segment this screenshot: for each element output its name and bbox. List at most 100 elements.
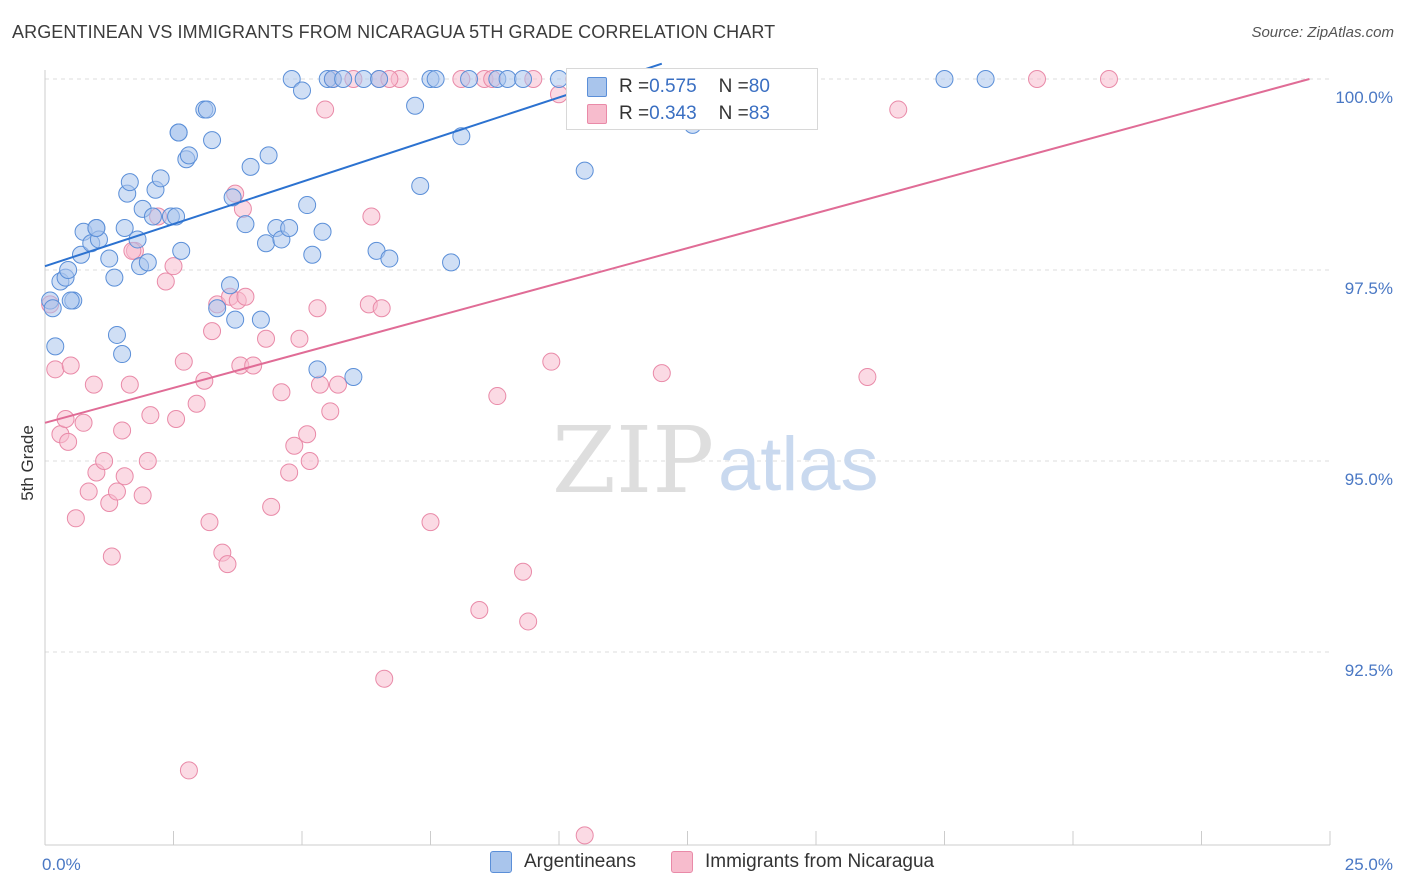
data-point [87, 218, 106, 237]
data-point [370, 70, 389, 88]
data-point [105, 268, 124, 287]
y-tick-label: 97.5% [1345, 279, 1393, 298]
data-point [488, 387, 507, 406]
data-point [460, 70, 479, 88]
data-point [218, 555, 237, 574]
series-legend: Argentineans Immigrants from Nicaragua [0, 851, 1406, 877]
data-point [1028, 70, 1047, 88]
data-point [95, 452, 114, 470]
trend-line [44, 62, 663, 268]
watermark-zip: ZIP [552, 407, 714, 514]
data-point [411, 176, 430, 195]
trend-lines [44, 62, 1310, 424]
data-point [100, 249, 119, 268]
data-point [889, 100, 908, 119]
legend-r-label: R = [619, 76, 650, 97]
data-point [203, 322, 222, 341]
data-point [208, 299, 227, 318]
data-point [426, 70, 445, 88]
data-point [380, 249, 399, 268]
data-point [344, 367, 363, 386]
data-point [519, 612, 538, 631]
legend-item-nicaragua[interactable]: Immigrants from Nicaragua [671, 851, 934, 873]
data-point [550, 70, 568, 88]
data-point [167, 409, 186, 428]
data-point [179, 146, 198, 165]
y-tick-label: 92.5% [1345, 661, 1393, 680]
tick-labels: 100.0% 97.5% 95.0% 92.5% 0.0% 25.0% [42, 88, 1393, 874]
data-point [858, 367, 877, 386]
trend-line [44, 78, 1310, 424]
data-point [141, 406, 160, 425]
axes [44, 70, 1331, 846]
data-point [321, 402, 340, 421]
data-point [164, 257, 183, 276]
legend-r-value: 0.343 [649, 103, 697, 124]
data-point [328, 375, 347, 394]
data-point [262, 497, 281, 516]
legend-n-label: N = [718, 76, 749, 97]
data-point [421, 513, 440, 532]
data-point [652, 364, 671, 383]
data-point [66, 509, 85, 528]
data-point [514, 70, 533, 88]
data-point [113, 421, 132, 440]
data-point [46, 360, 65, 379]
data-point [143, 207, 162, 226]
y-axis-title: 5th Grade [18, 425, 37, 501]
data-point [280, 218, 299, 237]
data-point [151, 169, 170, 188]
data-point [542, 352, 561, 371]
data-point [197, 100, 216, 119]
legend-swatch-blue [587, 77, 607, 97]
data-point [221, 276, 240, 295]
data-point [43, 299, 62, 318]
y-tick-label: 95.0% [1345, 470, 1393, 489]
data-point [406, 96, 425, 115]
x-tick-label: 0.0% [42, 855, 81, 874]
data-point [120, 173, 139, 192]
data-point [107, 482, 126, 501]
data-point [316, 100, 335, 119]
series-argentineans [41, 70, 995, 386]
data-point [470, 600, 489, 619]
data-point [138, 452, 157, 470]
data-point [272, 383, 291, 402]
legend-row-argentineans: R = 0.575 N = 80 [587, 75, 770, 99]
data-point [442, 253, 461, 272]
data-point [203, 131, 222, 150]
legend-n-value: 80 [748, 76, 770, 97]
data-point [575, 826, 594, 845]
data-point [133, 486, 152, 505]
data-point [362, 207, 381, 226]
legend-row-nicaragua: R = 0.343 N = 83 [587, 102, 770, 126]
data-point [61, 356, 80, 375]
data-point [1099, 70, 1118, 88]
data-point [187, 394, 206, 413]
chart-title: ARGENTINEAN VS IMMIGRANTS FROM NICARAGUA… [12, 22, 776, 42]
data-point [452, 127, 471, 146]
data-point [259, 146, 278, 165]
data-point [300, 452, 319, 470]
data-point [375, 669, 394, 688]
data-point [575, 161, 594, 180]
data-point [120, 375, 139, 394]
data-point [514, 562, 533, 581]
legend-n-value: 83 [748, 103, 770, 124]
data-point [174, 352, 193, 371]
data-point [334, 70, 353, 88]
legend-label-argentineans: Argentineans [524, 851, 636, 872]
source-label: Source: ZipAtlas.com [1251, 24, 1394, 41]
data-point [293, 81, 311, 100]
legend-r-label: R = [619, 103, 650, 124]
legend-item-argentineans[interactable]: Argentineans [490, 851, 636, 873]
data-point [372, 299, 391, 318]
data-point [308, 299, 327, 318]
data-point [298, 425, 317, 444]
data-point [59, 261, 78, 279]
legend-n-label: N = [718, 103, 749, 124]
data-point [935, 70, 954, 88]
data-point [223, 188, 242, 207]
data-point [290, 329, 309, 348]
legend-label-nicaragua: Immigrants from Nicaragua [705, 851, 935, 872]
